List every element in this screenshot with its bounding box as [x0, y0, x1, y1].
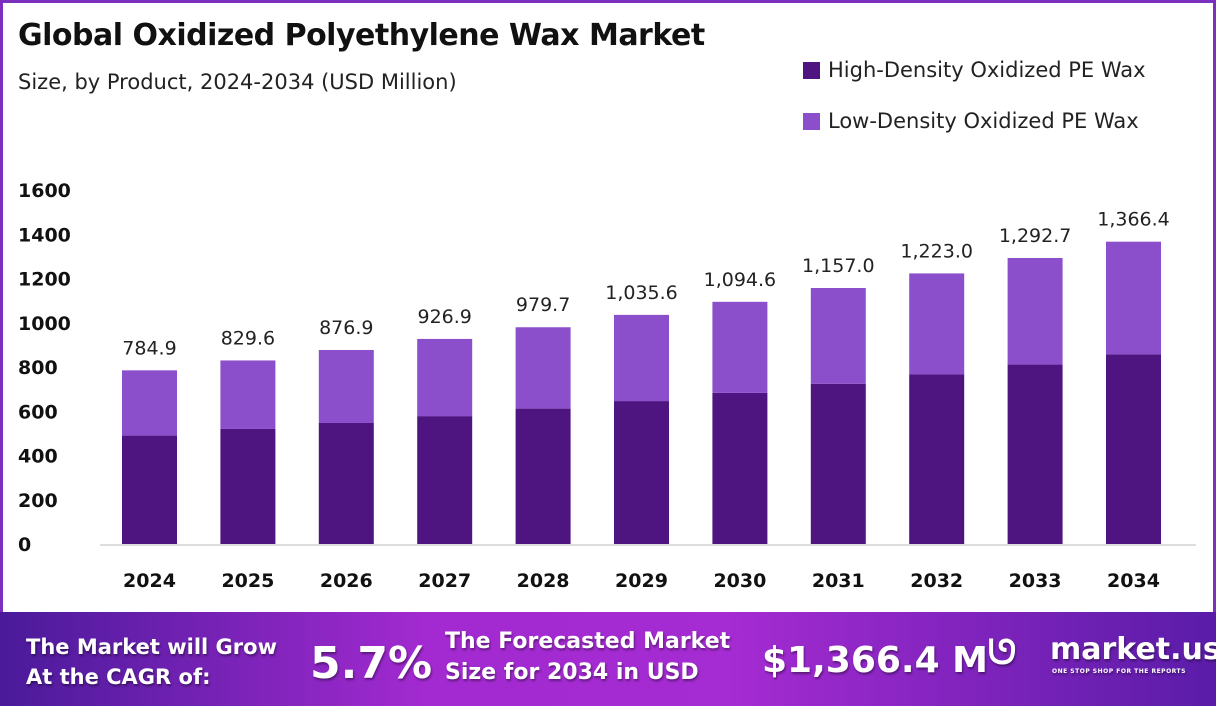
data-label: 1,035.6 — [605, 282, 678, 304]
y-tick-label: 1000 — [18, 313, 71, 335]
bar-segment-high-density — [417, 416, 473, 544]
bar-segment-high-density — [1106, 354, 1161, 544]
cagr-value: 5.7% — [310, 638, 433, 689]
x-tick-label: 2032 — [910, 570, 963, 592]
x-tick-label: 2033 — [1009, 570, 1062, 592]
x-tick-label: 2024 — [123, 570, 176, 592]
data-label: 1,157.0 — [802, 255, 875, 277]
legend-swatch-low-density — [803, 112, 820, 130]
bar-segment-high-density — [122, 435, 177, 544]
bar-segment-high-density — [810, 383, 866, 544]
forecast-label: The Forecasted Market Size for 2034 in US… — [445, 626, 730, 688]
data-label: 829.6 — [221, 327, 275, 349]
y-tick-label: 1600 — [18, 180, 71, 202]
legend-label: Low-Density Oxidized PE Wax — [828, 109, 1139, 133]
y-tick-label: 1400 — [18, 224, 71, 246]
bar-segment-high-density — [220, 428, 276, 544]
data-label: 1,223.0 — [900, 240, 973, 262]
y-tick-label: 800 — [18, 357, 58, 379]
bar-segment-low-density — [1106, 241, 1161, 355]
cagr-label: The Market will Grow At the CAGR of: — [26, 632, 277, 692]
bar-segment-low-density — [220, 360, 276, 429]
bar-segment-high-density — [909, 374, 965, 544]
cagr-label-line1: The Market will Grow — [26, 635, 277, 659]
bar-segment-low-density — [614, 314, 669, 402]
y-tick-label: 600 — [18, 401, 58, 423]
x-tick-label: 2025 — [221, 570, 274, 592]
x-tick-label: 2026 — [320, 570, 373, 592]
x-tick-label: 2031 — [812, 570, 865, 592]
x-tick-label: 2028 — [517, 570, 570, 592]
data-label: 876.9 — [319, 317, 373, 339]
x-tick-label: 2027 — [418, 570, 471, 592]
forecast-value: $1,366.4 M — [762, 640, 989, 681]
bar-segment-low-density — [810, 288, 866, 384]
summary-banner: The Market will Grow At the CAGR of: 5.7%… — [0, 612, 1216, 706]
data-label: 784.9 — [122, 337, 176, 359]
bar-segment-low-density — [712, 301, 768, 393]
forecast-label-line1: The Forecasted Market — [445, 629, 731, 654]
chart-title: Global Oxidized Polyethylene Wax Market — [18, 18, 705, 53]
logo-icon: ᘎ — [988, 633, 1017, 673]
logo-tagline: ONE STOP SHOP FOR THE REPORTS — [1052, 668, 1186, 675]
bar-segment-low-density — [122, 370, 177, 436]
y-tick-label: 200 — [18, 490, 58, 512]
bar-segment-high-density — [712, 392, 768, 544]
bar-segment-low-density — [515, 327, 571, 409]
logo-text: market.us — [1050, 632, 1216, 667]
bar-segment-high-density — [515, 408, 571, 544]
bar-segment-low-density — [1007, 257, 1063, 365]
data-label: 1,366.4 — [1097, 209, 1170, 231]
bar-segment-high-density — [1007, 364, 1063, 544]
bar-segment-low-density — [417, 338, 473, 417]
y-tick-label: 0 — [18, 534, 31, 556]
data-label: 1,094.6 — [704, 269, 777, 291]
legend-item-high-density: High-Density Oxidized PE Wax — [803, 58, 1146, 82]
data-label: 926.9 — [417, 306, 471, 328]
chart-frame — [0, 0, 1216, 612]
legend-swatch-high-density — [803, 61, 820, 79]
bar-chart: 0 200 400 600 800 1000 1200 1400 1600 784.9 2024 82… — [18, 180, 1196, 592]
data-label: 1,292.7 — [999, 225, 1072, 247]
bar-segment-high-density — [614, 401, 669, 544]
y-tick-label: 400 — [18, 446, 58, 468]
bar-segment-low-density — [318, 349, 374, 423]
x-tick-label: 2030 — [713, 570, 766, 592]
data-label: 979.7 — [516, 294, 570, 316]
bar-segment-low-density — [909, 273, 965, 375]
y-tick-label: 1200 — [18, 269, 71, 291]
chart-subtitle: Size, by Product, 2024-2034 (USD Million… — [18, 70, 457, 94]
x-tick-label: 2029 — [615, 570, 668, 592]
forecast-label-line2: Size for 2034 in USD — [445, 660, 699, 685]
bar-segment-high-density — [318, 422, 374, 544]
legend-item-low-density: Low-Density Oxidized PE Wax — [803, 109, 1139, 133]
legend-label: High-Density Oxidized PE Wax — [828, 58, 1146, 82]
x-tick-label: 2034 — [1107, 570, 1160, 592]
cagr-label-line2: At the CAGR of: — [26, 665, 211, 689]
